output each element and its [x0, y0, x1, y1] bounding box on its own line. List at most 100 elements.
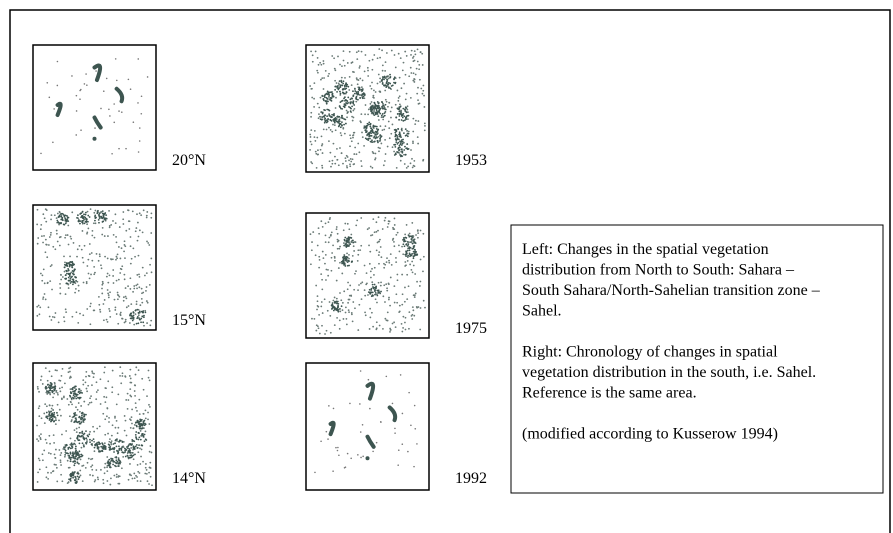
- plant-dot: [36, 425, 38, 427]
- plant-cluster-dot: [143, 435, 145, 437]
- plant-cluster-dot: [374, 136, 376, 138]
- plant-dot: [121, 467, 123, 469]
- plant-dot: [101, 293, 103, 295]
- plant-dot: [38, 415, 40, 417]
- plant-dot: [422, 90, 424, 92]
- plant-cluster-dot: [105, 446, 107, 448]
- plant-cluster-dot: [353, 104, 355, 106]
- plant-dot: [336, 317, 338, 319]
- plant-dot: [93, 266, 95, 268]
- plant-dot: [129, 473, 131, 475]
- plant-cluster-dot: [350, 110, 352, 112]
- plant-dot: [353, 153, 355, 155]
- plant-dot: [394, 432, 396, 434]
- plant-cluster-dot: [408, 234, 410, 236]
- plant-dot: [130, 427, 132, 429]
- plant-dot: [138, 369, 140, 371]
- plant-cluster-dot: [326, 97, 328, 99]
- plant-dot: [320, 220, 322, 222]
- plant-dot: [361, 132, 363, 134]
- plant-dot: [404, 287, 406, 289]
- plant-dot: [420, 88, 422, 90]
- vegetation-band: [331, 423, 334, 434]
- plant-dot: [406, 298, 408, 300]
- plant-dot: [146, 469, 148, 471]
- plant-cluster-dot: [85, 430, 87, 432]
- plant-dot: [56, 230, 58, 232]
- plant-dot: [129, 369, 131, 371]
- plant-dot: [356, 219, 358, 221]
- plant-cluster-dot: [334, 121, 336, 123]
- plant-dot: [42, 298, 44, 300]
- plant-dot: [133, 458, 135, 460]
- plant-dot: [109, 291, 111, 293]
- plant-dot: [349, 134, 351, 136]
- plant-dot: [122, 456, 124, 458]
- plant-dot: [138, 286, 140, 288]
- plant-dot: [61, 480, 63, 482]
- plant-cluster-dot: [56, 220, 58, 222]
- plant-dot: [57, 213, 59, 215]
- plant-dot: [398, 53, 400, 55]
- plant-dot: [416, 306, 418, 308]
- plant-dot: [78, 402, 80, 404]
- plant-dot: [54, 316, 56, 318]
- plant-dot: [362, 136, 364, 138]
- plant-dot: [327, 310, 329, 312]
- plant-dot: [147, 76, 149, 78]
- plant-cluster-dot: [377, 113, 379, 115]
- plant-cluster-dot: [129, 450, 131, 452]
- plant-dot: [53, 470, 55, 472]
- plant-dot: [340, 132, 342, 134]
- plant-dot: [352, 320, 354, 322]
- plant-cluster-dot: [405, 117, 407, 119]
- plant-cluster-dot: [137, 420, 139, 422]
- plant-dot: [369, 263, 371, 265]
- plant-dot: [106, 480, 108, 482]
- plant-cluster-dot: [407, 135, 409, 137]
- plant-cluster-dot: [339, 123, 341, 125]
- plant-cluster-dot: [86, 441, 88, 443]
- plant-dot: [68, 404, 70, 406]
- plant-dot: [86, 233, 88, 235]
- plant-cluster-dot: [375, 138, 377, 140]
- plant-dot: [318, 227, 320, 229]
- plant-cluster-dot: [55, 419, 57, 421]
- plant-dot: [76, 431, 78, 433]
- plant-cluster-dot: [370, 130, 372, 132]
- plant-dot: [332, 160, 334, 162]
- plant-dot: [137, 58, 139, 60]
- plant-dot: [319, 116, 321, 118]
- plant-dot: [143, 389, 145, 391]
- plant-dot: [325, 70, 327, 72]
- plant-cluster-dot: [404, 119, 406, 121]
- plant-cluster-dot: [79, 397, 81, 399]
- plant-dot: [409, 233, 411, 235]
- caption-line: Reference is the same area.: [522, 385, 697, 402]
- plant-dot: [337, 56, 339, 58]
- plant-dot: [318, 256, 320, 258]
- caption-line: Right: Chronology of changes in spatial: [522, 344, 778, 361]
- plant-dot: [138, 236, 140, 238]
- plant-dot: [374, 267, 376, 269]
- plant-dot: [37, 209, 39, 211]
- plant-dot: [376, 327, 378, 329]
- plant-cluster-dot: [75, 388, 77, 390]
- plant-cluster-dot: [140, 318, 142, 320]
- plant-dot: [135, 475, 137, 477]
- plant-cluster-dot: [70, 453, 72, 455]
- plant-dot: [93, 376, 95, 378]
- plant-dot: [404, 51, 406, 53]
- plant-dot: [49, 236, 51, 238]
- plant-dot: [70, 236, 72, 238]
- plant-dot: [342, 163, 344, 165]
- plant-dot: [398, 311, 400, 313]
- plant-dot: [128, 79, 130, 81]
- plant-dot: [377, 83, 379, 85]
- plant-dot: [386, 52, 388, 54]
- plant-dot: [320, 97, 322, 99]
- plant-dot: [45, 221, 47, 223]
- plant-cluster-dot: [327, 121, 329, 123]
- plant-cluster-dot: [116, 450, 118, 452]
- plant-cluster-dot: [47, 415, 49, 417]
